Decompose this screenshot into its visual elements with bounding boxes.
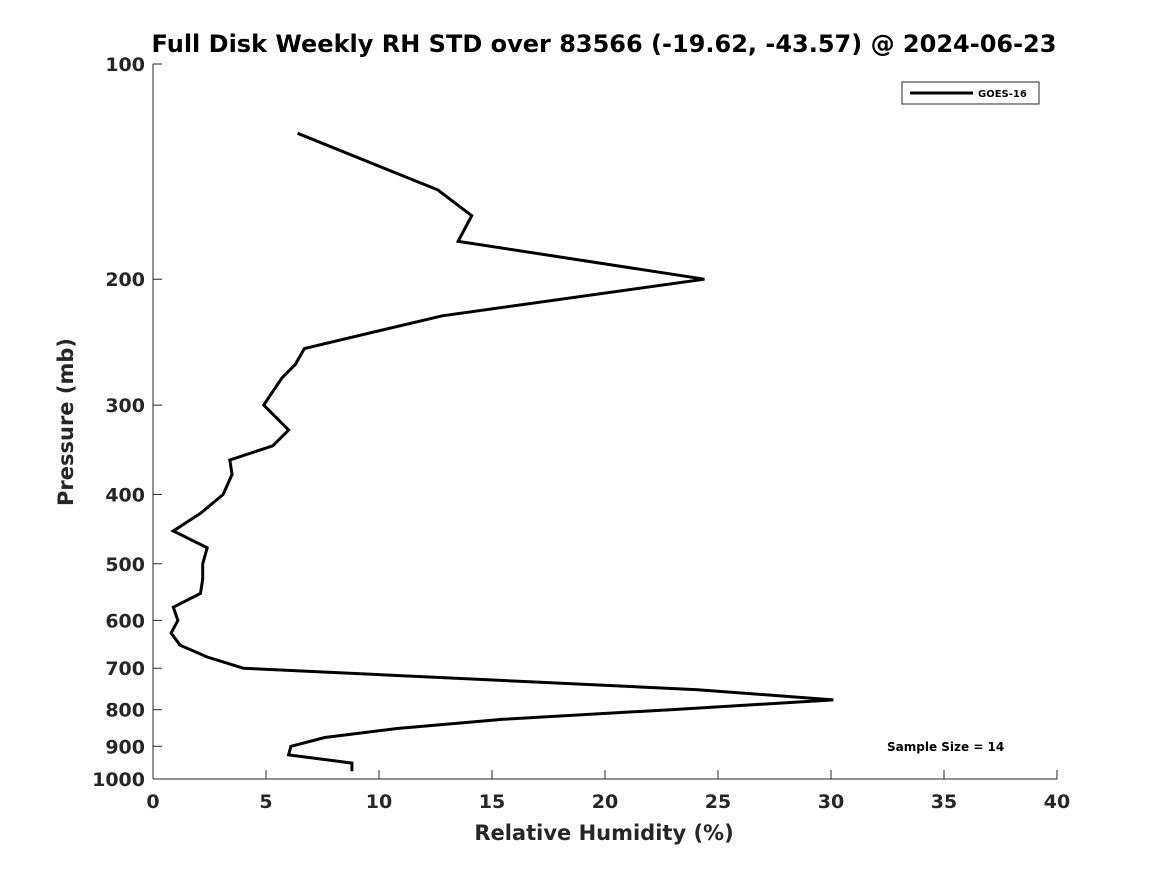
x-tick-label: 0 [146, 791, 159, 813]
y-tick-label: 700 [105, 658, 145, 680]
sample-size-annotation: Sample Size = 14 [887, 740, 1004, 754]
y-tick-label: 300 [105, 395, 145, 417]
x-tick-label: 10 [366, 791, 392, 813]
y-tick-label: 800 [105, 700, 145, 722]
y-tick-label: 200 [105, 269, 145, 291]
y-tick-label: 900 [105, 736, 145, 758]
y-axis-label: Pressure (mb) [54, 338, 78, 506]
y-tick-label: 600 [105, 610, 145, 632]
x-tick-label: 30 [818, 791, 844, 813]
x-tick-label: 35 [931, 791, 957, 813]
legend: GOES-16 [901, 81, 1040, 105]
y-tick-label: 400 [105, 484, 145, 506]
y-ticks: 100 200 300 400 500 600 700 800 900 1000 [92, 54, 162, 791]
x-tick-label: 40 [1044, 791, 1070, 813]
y-tick-label: 100 [105, 54, 145, 76]
chart-title: Full Disk Weekly RH STD over 83566 (-19.… [152, 30, 1057, 58]
x-tick-label: 20 [592, 791, 618, 813]
x-tick-label: 15 [479, 791, 505, 813]
y-tick-label: 1000 [92, 769, 145, 791]
series-line-goes-16 [169, 131, 834, 772]
x-ticks: 0 5 10 15 20 25 30 35 40 [146, 770, 1070, 813]
x-tick-label: 25 [705, 791, 731, 813]
y-tick-label: 500 [105, 554, 145, 576]
x-axis-label: Relative Humidity (%) [474, 821, 733, 845]
legend-label-goes-16: GOES-16 [978, 89, 1027, 100]
x-tick-label: 5 [259, 791, 272, 813]
